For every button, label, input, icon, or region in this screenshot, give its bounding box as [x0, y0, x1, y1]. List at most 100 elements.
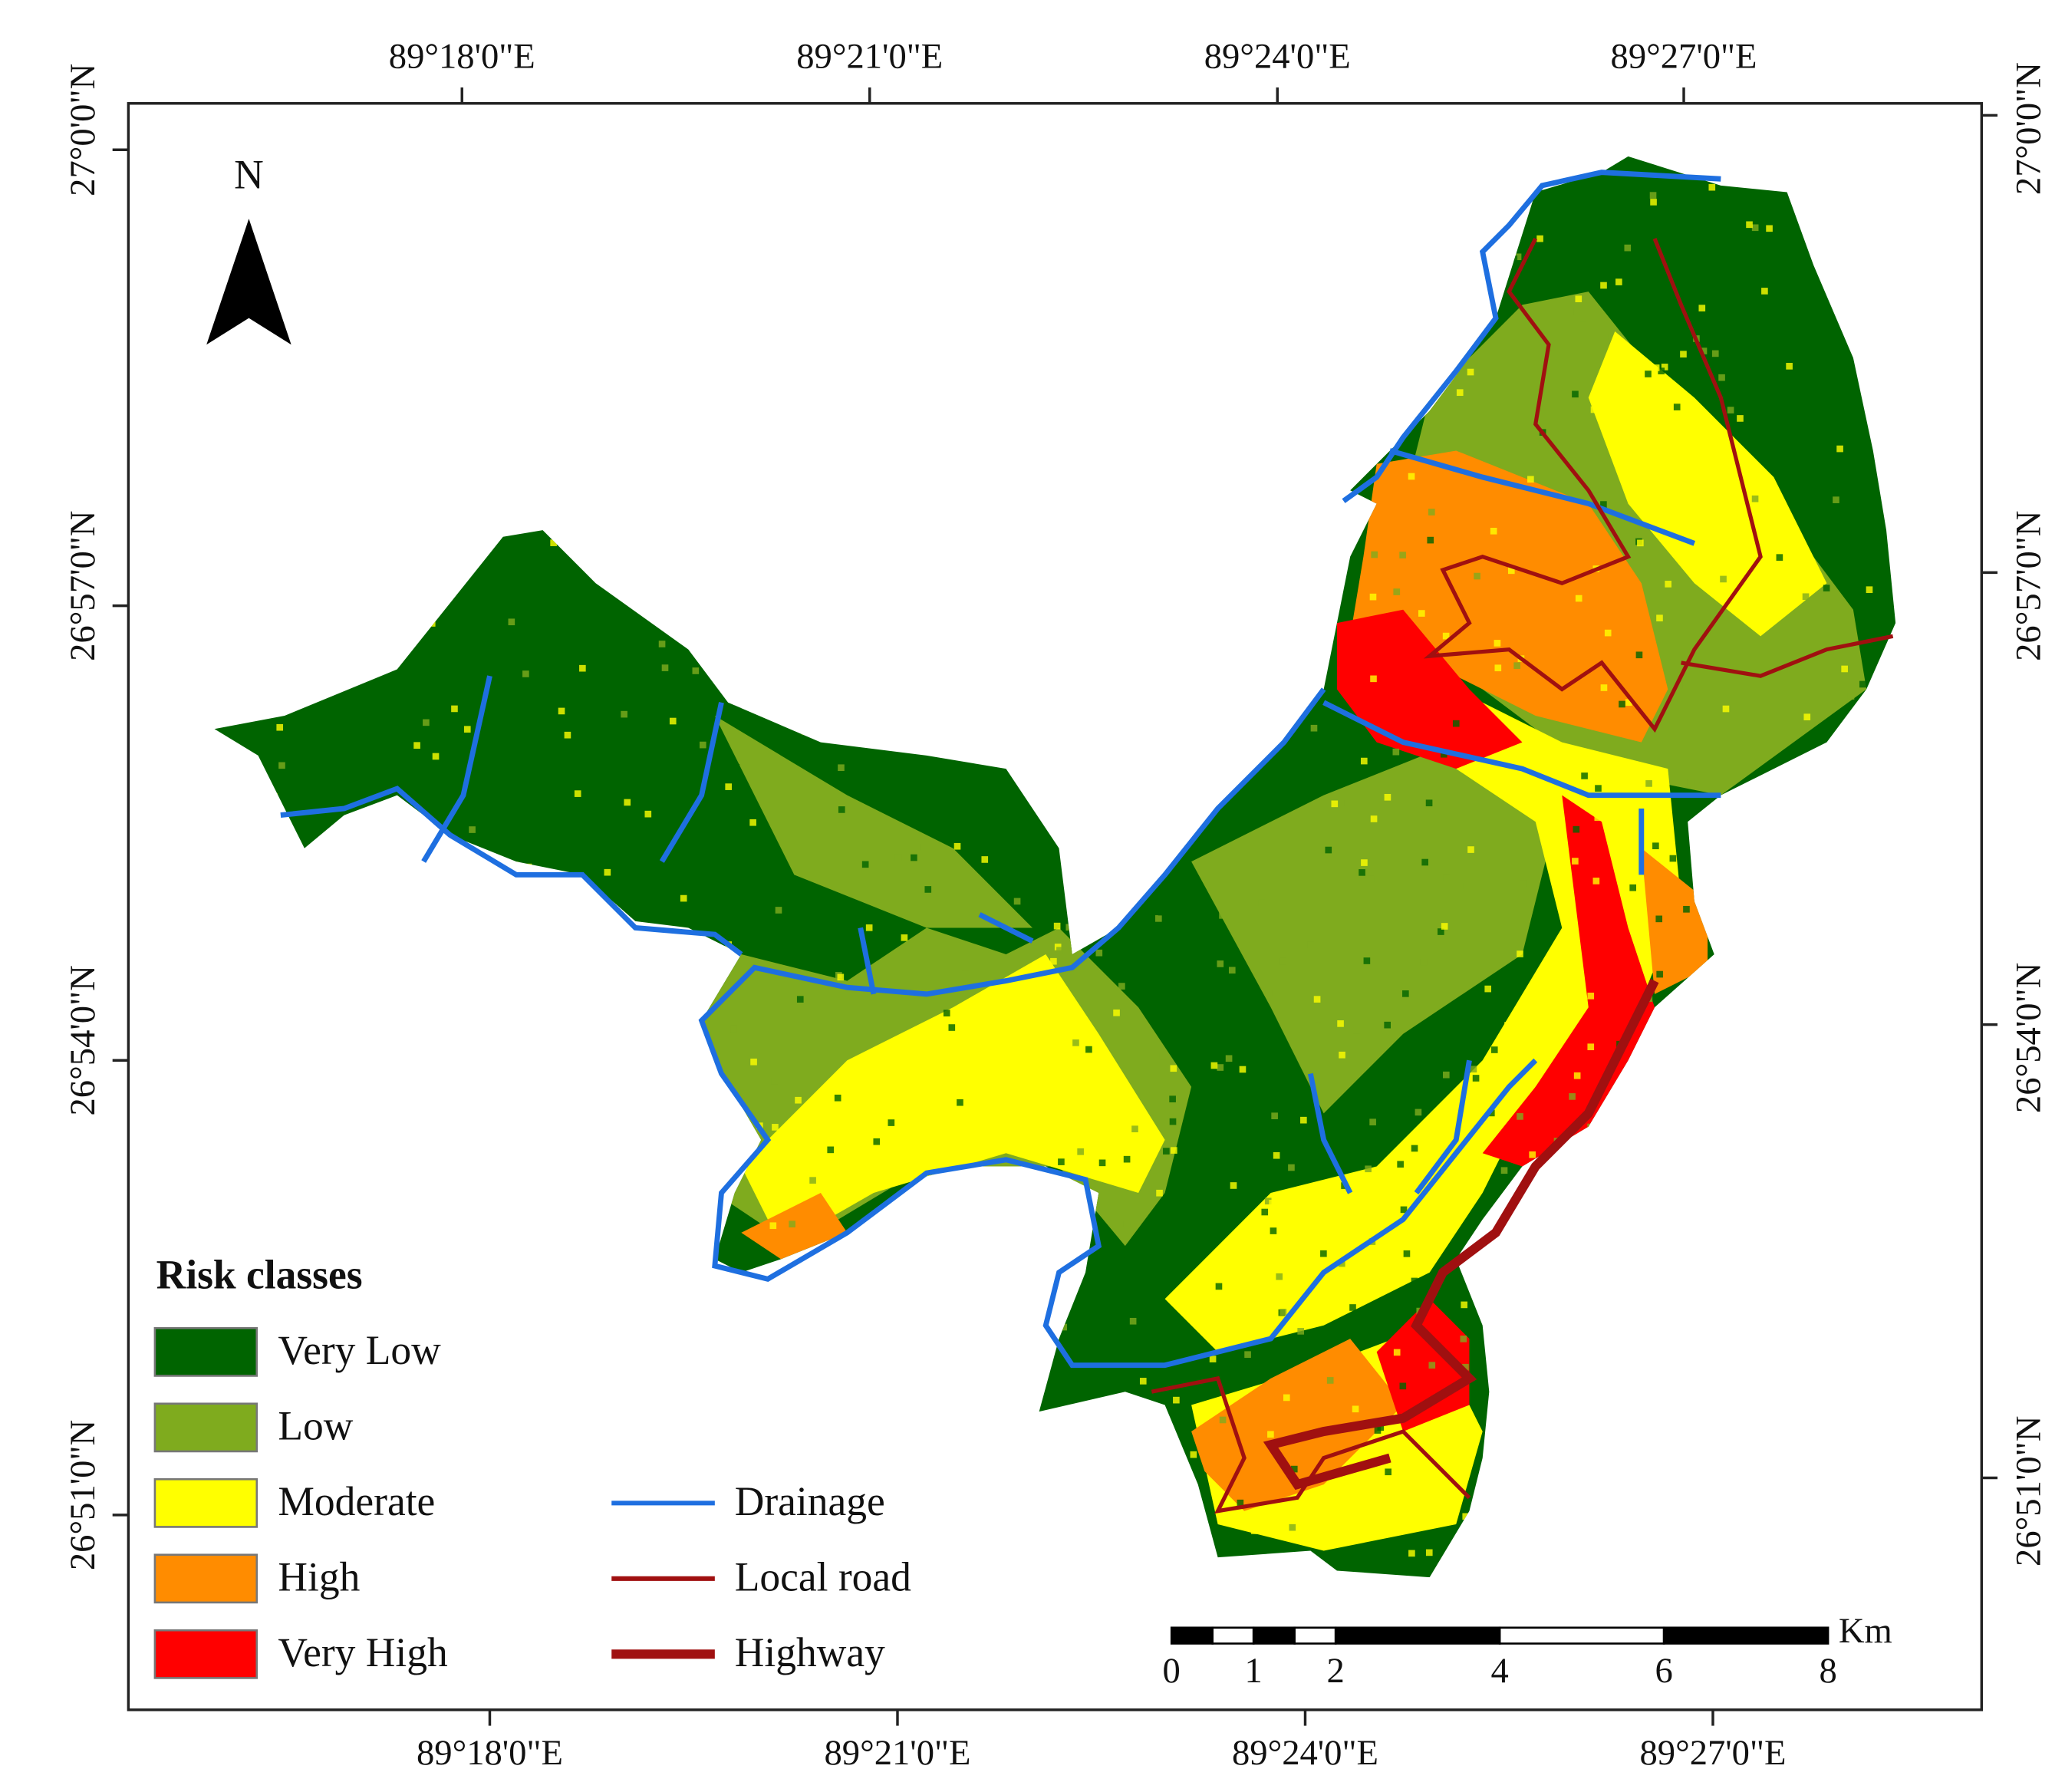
raster-speck — [957, 1099, 963, 1106]
raster-speck — [1307, 941, 1314, 949]
raster-speck — [1515, 790, 1523, 798]
raster-speck — [1250, 1527, 1258, 1534]
raster-speck — [1438, 928, 1444, 935]
drainage-line — [421, 675, 492, 863]
raster-speck — [1397, 1161, 1404, 1168]
raster-speck — [1673, 404, 1681, 410]
drainage-line — [280, 786, 743, 957]
scale-label: 6 — [1655, 1651, 1672, 1691]
raster-speck — [1428, 1362, 1436, 1369]
drainage-line — [1342, 170, 1721, 503]
raster-speck — [1270, 1227, 1277, 1234]
scale-segment — [1170, 1626, 1214, 1645]
raster-speck — [1665, 581, 1671, 588]
left-label: 26°57'0"N — [63, 511, 103, 661]
raster-speck — [1353, 1027, 1360, 1034]
left-label: 26°54'0"N — [63, 965, 103, 1115]
raster-speck — [838, 764, 845, 772]
raster-speck — [795, 1096, 802, 1104]
raster-speck — [730, 1025, 737, 1033]
raster-speck — [1209, 1356, 1217, 1362]
raster-speck — [658, 641, 666, 647]
raster-speck — [1587, 1043, 1595, 1051]
risk-region — [1588, 331, 1827, 637]
raster-speck — [1802, 593, 1810, 601]
raster-speck — [413, 742, 420, 749]
legend-swatch — [153, 1629, 259, 1679]
right-label: 26°54'0"N — [2009, 963, 2049, 1113]
raster-speck — [1444, 1292, 1451, 1300]
raster-speck — [278, 762, 285, 769]
raster-speck — [1428, 509, 1435, 516]
raster-speck — [1658, 367, 1665, 374]
raster-speck — [1219, 912, 1226, 919]
raster-speck — [981, 856, 989, 863]
north-arrow: N — [206, 152, 291, 345]
raster-speck — [1751, 224, 1759, 232]
raster-speck — [1708, 183, 1716, 191]
drainage-line — [1388, 448, 1696, 546]
raster-speck — [1457, 882, 1464, 890]
raster-speck — [865, 785, 872, 792]
raster-speck — [1217, 1064, 1224, 1071]
raster-speck — [1573, 308, 1580, 315]
raster-speck — [641, 856, 649, 864]
raster-speck — [1060, 1323, 1068, 1331]
raster-speck — [1393, 588, 1401, 595]
raster-speck — [1470, 1066, 1477, 1073]
legend-label: Moderate — [278, 1478, 435, 1524]
raster-speck — [1661, 364, 1668, 371]
scale-label: 2 — [1327, 1651, 1345, 1691]
raster-speck — [1600, 684, 1608, 691]
raster-speck — [1761, 288, 1768, 295]
top-label: 89°27'0"E — [1611, 36, 1757, 76]
raster-speck — [1866, 586, 1873, 594]
raster-speck — [1859, 680, 1866, 688]
raster-speck — [1629, 884, 1636, 891]
scale-segment — [1662, 1626, 1830, 1645]
raster-speck — [1771, 444, 1779, 452]
raster-speck — [837, 973, 845, 981]
raster-speck — [1384, 1122, 1391, 1128]
legend-swatch — [153, 1326, 259, 1377]
scale-segment — [1498, 1626, 1665, 1645]
raster-speck — [962, 964, 969, 971]
raster-speck — [1662, 236, 1670, 244]
raster-speck — [1529, 1151, 1536, 1158]
raster-speck — [1575, 295, 1583, 302]
raster-speck — [1118, 1126, 1126, 1134]
local-road-line — [1681, 634, 1894, 678]
raster-speck — [1725, 328, 1732, 335]
raster-speck — [1460, 1336, 1467, 1342]
local-road-line — [1151, 1375, 1471, 1514]
raster-speck — [1217, 1330, 1224, 1338]
raster-speck — [1579, 321, 1587, 328]
raster-speck — [1656, 730, 1664, 736]
raster-speck — [1219, 1055, 1226, 1062]
raster-speck — [1288, 1164, 1295, 1171]
raster-speck — [1370, 675, 1377, 683]
raster-speck — [1210, 1062, 1218, 1069]
legend-label: Local road — [735, 1554, 911, 1600]
raster-speck — [1374, 1427, 1382, 1434]
raster-speck — [1645, 780, 1652, 787]
raster-speck — [1421, 858, 1428, 866]
raster-speck — [1786, 363, 1793, 370]
raster-speck — [771, 1077, 778, 1085]
raster-speck — [276, 723, 284, 731]
raster-speck — [1384, 1021, 1391, 1029]
raster-speck — [1420, 958, 1428, 966]
raster-speck — [1494, 640, 1501, 647]
line-features — [280, 170, 1894, 1514]
raster-speck — [834, 1094, 841, 1102]
raster-speck — [1050, 957, 1057, 965]
legend-label: Highway — [735, 1629, 885, 1675]
raster-speck — [1803, 713, 1811, 720]
raster-speck — [1624, 244, 1632, 252]
raster-speck — [1687, 779, 1694, 786]
raster-speck — [827, 1146, 835, 1154]
raster-speck — [866, 1116, 874, 1123]
drainage-line — [659, 702, 724, 863]
raster-speck — [1337, 1020, 1344, 1027]
raster-speck — [1118, 983, 1125, 990]
